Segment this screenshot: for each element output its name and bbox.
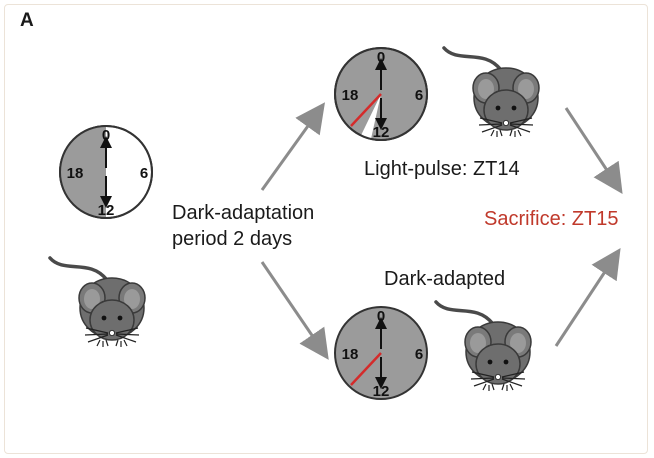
dark-adaptation-line2: period 2 days — [172, 228, 293, 250]
dark-adaptation-label: Dark-adaptation period 2 days — [172, 200, 314, 252]
clock-initial-label-18: 18 — [67, 165, 84, 182]
clock-dark-adapted-label-6: 6 — [415, 346, 423, 363]
clock-dark-adapted-label-12: 12 — [373, 383, 390, 400]
clock-light-pulse-label-18: 18 — [342, 87, 359, 104]
sacrifice-label: Sacrifice: ZT15 — [484, 208, 619, 230]
clock-dark-adapted-label-18: 18 — [342, 346, 359, 363]
dark-adapted-label: Dark-adapted — [384, 268, 506, 290]
clock-light-pulse-label-6: 6 — [415, 87, 423, 104]
arrow-to-light-pulse — [260, 102, 325, 191]
clock-light-pulse-label-0: 0 — [377, 49, 385, 66]
clock-initial-label-12: 12 — [98, 202, 115, 219]
arrow-to-dark-adapted — [260, 261, 329, 360]
clock-dark-adapted: 0 6 12 18 — [334, 306, 428, 400]
mouse-icon-dark-adapted — [434, 300, 533, 393]
clock-dark-adapted-label-0: 0 — [377, 308, 385, 325]
panel-label: A — [20, 10, 34, 31]
clock-initial-label-0: 0 — [102, 127, 110, 144]
dark-adaptation-line1: Dark-adaptation — [172, 202, 315, 224]
mouse-icon-initial — [48, 256, 147, 349]
clock-light-pulse-red-hand — [350, 93, 382, 127]
clock-initial-label-6: 6 — [140, 165, 148, 182]
arrow-dark-to-sacrifice — [554, 247, 621, 347]
mouse-icon-light-pulse — [442, 46, 541, 139]
clock-light-pulse-label-12: 12 — [373, 124, 390, 141]
clock-initial: 0 6 12 18 — [59, 125, 153, 219]
arrow-light-to-sacrifice — [564, 107, 623, 195]
clock-dark-adapted-red-hand — [350, 352, 382, 386]
light-pulse-label: Light-pulse: ZT14 — [364, 158, 520, 180]
clock-light-pulse: 0 6 12 18 — [334, 47, 428, 141]
figure-frame — [4, 4, 648, 454]
